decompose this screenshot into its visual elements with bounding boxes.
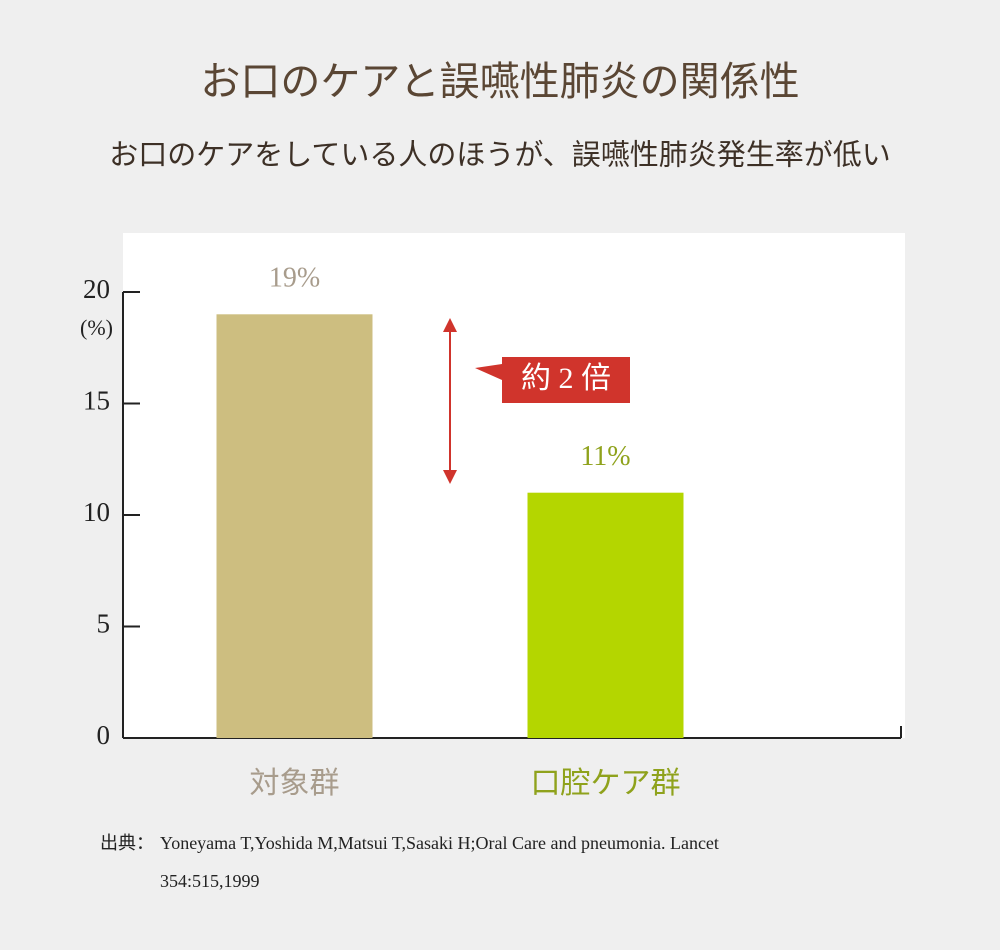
y-tick-label: 20 bbox=[83, 274, 110, 304]
y-unit: (%) bbox=[80, 315, 113, 340]
x-tick-label: 対象群 bbox=[250, 767, 340, 800]
y-tick-label: 15 bbox=[83, 386, 110, 416]
ratio-arrow bbox=[443, 318, 457, 484]
source-line: 354:515,1999 bbox=[160, 871, 260, 891]
bar bbox=[527, 492, 684, 738]
value-label: 19% bbox=[269, 263, 320, 294]
chart-title: お口のケアと誤嚥性肺炎の関係性 bbox=[200, 59, 799, 104]
annotation: 約 2 倍 bbox=[521, 362, 611, 395]
chart-subtitle: お口のケアをしている人のほうが、誤嚥性肺炎発生率が低い bbox=[109, 139, 891, 172]
y-tick-label: 0 bbox=[97, 720, 111, 750]
source-line: Yoneyama T,Yoshida M,Matsui T,Sasaki H;O… bbox=[160, 833, 719, 853]
x-tick-label: 口腔ケア群 bbox=[531, 767, 681, 800]
y-tick-label: 10 bbox=[83, 497, 110, 527]
value-label: 11% bbox=[580, 441, 630, 472]
bar bbox=[216, 314, 373, 738]
y-tick-label: 5 bbox=[97, 609, 111, 639]
source-label: 出典： bbox=[100, 833, 154, 853]
callout-box bbox=[475, 357, 630, 403]
